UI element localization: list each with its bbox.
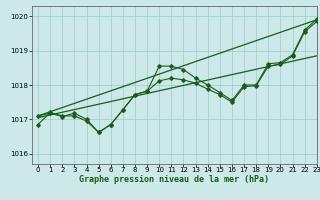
X-axis label: Graphe pression niveau de la mer (hPa): Graphe pression niveau de la mer (hPa) [79, 175, 269, 184]
